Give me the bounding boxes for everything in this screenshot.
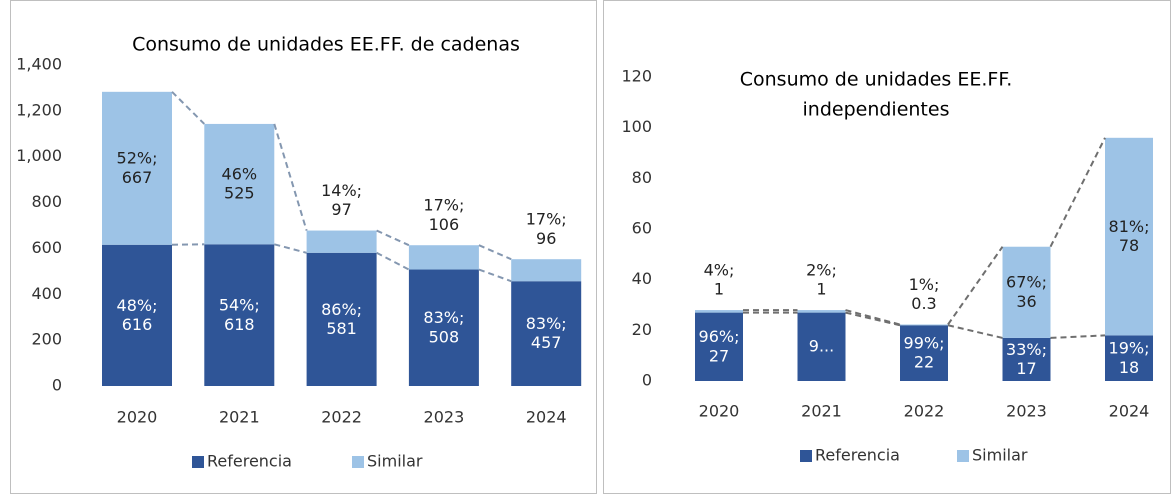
bar-segment <box>511 259 582 282</box>
connector-line <box>478 244 512 261</box>
x-tick-label: 2022 <box>321 408 362 427</box>
legend-label: Similar <box>972 446 1028 465</box>
y-tick-label: 120 <box>621 67 652 86</box>
data-label: 52%; 667 <box>117 148 158 186</box>
x-tick-label: 2023 <box>424 408 465 427</box>
bar-segment <box>408 269 479 386</box>
x-tick-label: 2021 <box>219 408 260 427</box>
bar-segment <box>900 325 948 381</box>
y-tick-label: 1,400 <box>16 55 62 74</box>
data-label: 67%; 36 <box>1006 272 1047 310</box>
y-tick-label: 40 <box>632 269 652 288</box>
chart-title: independientes <box>803 99 950 121</box>
y-tick-label: 100 <box>621 117 652 136</box>
connector-line <box>947 246 1004 326</box>
connector-line <box>273 123 308 231</box>
bar-segment <box>1105 335 1153 381</box>
data-label: 1%; 0.3 <box>909 274 940 312</box>
y-tick-label: 1,000 <box>16 146 62 165</box>
connector-line <box>171 91 206 125</box>
data-label: 86%; 581 <box>321 299 362 337</box>
bar-segment <box>511 281 582 386</box>
x-tick-label: 2023 <box>1006 402 1047 421</box>
legend-swatch <box>192 456 204 468</box>
connector-line <box>845 309 901 326</box>
y-tick-label: 400 <box>31 284 62 303</box>
data-label: 19%; 18 <box>1109 338 1150 376</box>
legend-swatch <box>352 456 364 468</box>
x-tick-label: 2024 <box>526 408 567 427</box>
data-label: 9... <box>809 336 834 355</box>
data-label: 83%; 457 <box>526 314 567 352</box>
y-tick-label: 60 <box>632 219 652 238</box>
connector-line <box>376 229 410 247</box>
bar-segment <box>797 310 846 313</box>
data-label: 17%; 106 <box>423 195 464 233</box>
legend-label: Referencia <box>207 452 292 471</box>
connector-line <box>947 324 1003 339</box>
data-label: 46% 525 <box>222 164 258 202</box>
bar-segment <box>408 245 479 270</box>
connector-line <box>376 251 410 271</box>
data-label: 81%; 78 <box>1109 217 1150 255</box>
data-label: 14%; 97 <box>321 180 362 218</box>
y-tick-label: 200 <box>31 330 62 349</box>
x-tick-label: 2022 <box>904 402 945 421</box>
y-tick-label: 0 <box>642 371 652 390</box>
y-tick-label: 20 <box>632 320 652 339</box>
connector-line <box>478 268 512 283</box>
data-label: 96%; 27 <box>699 327 740 365</box>
panel-border <box>10 0 597 494</box>
bar-segment <box>695 312 743 381</box>
bar-segment <box>1105 137 1153 336</box>
legend-swatch <box>957 450 969 462</box>
bar-segment <box>102 91 172 245</box>
data-label: 2%; 1 <box>806 260 837 298</box>
data-label: 4%; 1 <box>704 260 735 298</box>
bar-segment <box>102 244 172 386</box>
data-label: 54%; 618 <box>219 295 260 333</box>
bar-segment <box>900 324 948 326</box>
data-label: 17%; 96 <box>526 209 567 247</box>
y-tick-label: 600 <box>31 238 62 257</box>
connector-line <box>845 311 901 327</box>
x-tick-label: 2020 <box>699 402 740 421</box>
data-label: 83%; 508 <box>423 308 464 346</box>
bar-segment <box>204 123 275 245</box>
y-tick-label: 0 <box>52 376 62 395</box>
data-label: 99%; 22 <box>904 333 945 371</box>
chart-title: Consumo de unidades EE.FF. <box>740 69 1013 91</box>
bar-segment <box>797 312 846 381</box>
y-tick-label: 800 <box>31 192 62 211</box>
connector-line <box>1049 137 1106 248</box>
bar-segment <box>1002 337 1051 381</box>
chart-title: Consumo de unidades EE.FF. de cadenas <box>132 34 520 56</box>
legend-label: Similar <box>367 452 423 471</box>
y-tick-label: 1,200 <box>16 100 62 119</box>
y-tick-label: 80 <box>632 168 652 187</box>
data-label: 33%; 17 <box>1006 339 1047 377</box>
bar-segment <box>695 310 743 313</box>
x-tick-label: 2021 <box>801 402 842 421</box>
x-tick-label: 2020 <box>117 408 158 427</box>
connector-line <box>1050 334 1106 339</box>
bar-segment <box>306 230 377 253</box>
bar-segment <box>306 252 377 386</box>
data-label: 48%; 616 <box>117 295 158 333</box>
legend-label: Referencia <box>815 446 900 465</box>
legend-swatch <box>800 450 812 462</box>
bar-segment <box>1002 246 1051 338</box>
bar-segment <box>204 244 275 386</box>
x-tick-label: 2024 <box>1109 402 1150 421</box>
connector-line <box>274 243 307 254</box>
